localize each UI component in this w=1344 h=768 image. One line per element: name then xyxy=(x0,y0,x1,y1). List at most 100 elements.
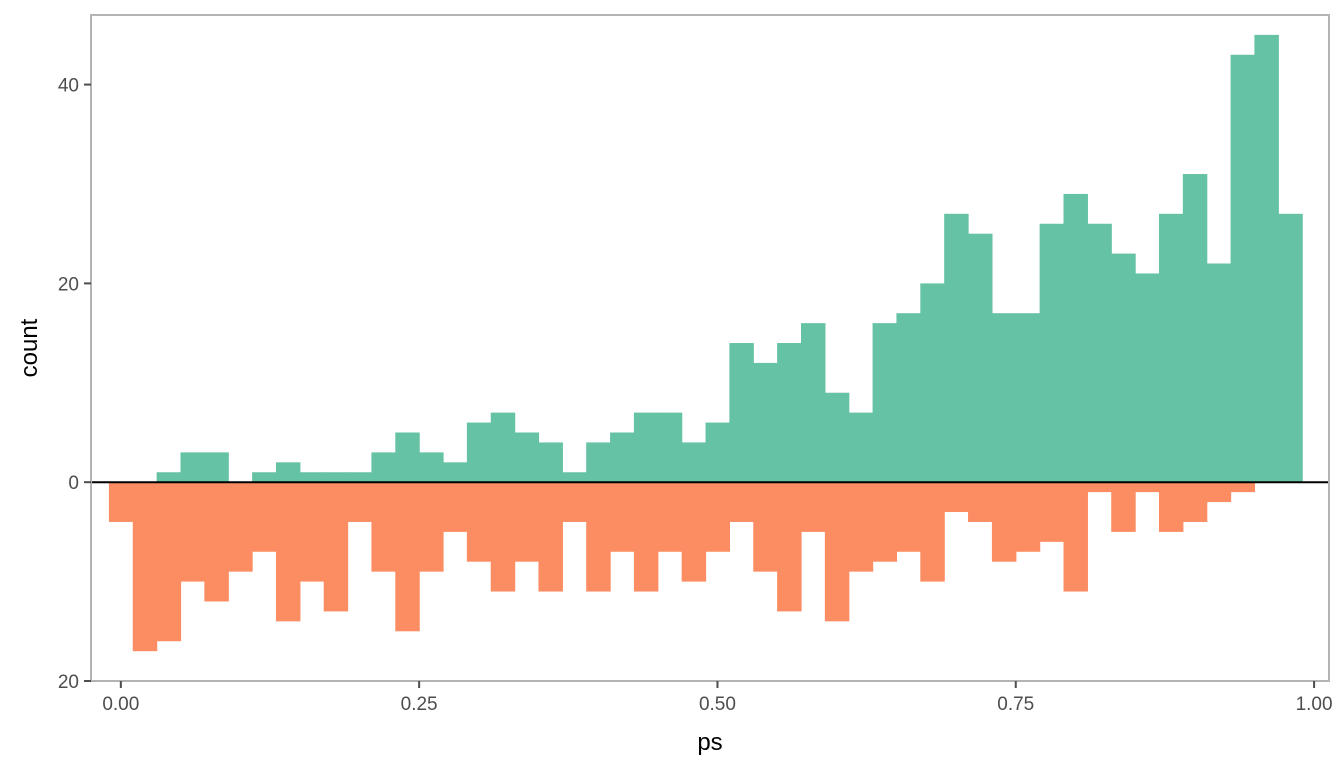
bar-positive-48 xyxy=(1254,34,1279,483)
bar-negative-34 xyxy=(920,482,945,582)
bar-negative-30 xyxy=(824,482,850,622)
bar-negative-46 xyxy=(1206,482,1232,503)
bar-negative-20 xyxy=(586,482,611,592)
x-tick-label-1: 0.25 xyxy=(401,694,438,715)
bar-positive-35 xyxy=(944,213,969,483)
bar-positive-28 xyxy=(777,343,802,483)
bar-positive-19 xyxy=(562,472,587,483)
bar-positive-38 xyxy=(1015,313,1041,483)
bar-negative-0 xyxy=(108,482,134,522)
bar-negative-11 xyxy=(371,482,396,572)
bar-positive-43 xyxy=(1135,273,1160,483)
bar-positive-34 xyxy=(920,283,945,483)
bar-negative-14 xyxy=(443,482,468,532)
bar-positive-31 xyxy=(848,412,874,483)
x-tick-label-4: 1.00 xyxy=(1296,694,1333,715)
bar-negative-39 xyxy=(1039,482,1065,542)
bar-positive-46 xyxy=(1206,263,1232,483)
bar-positive-14 xyxy=(443,462,468,483)
bar-negative-1 xyxy=(132,482,158,652)
bar-positive-23 xyxy=(657,412,683,483)
bar-positive-7 xyxy=(275,462,301,483)
x-axis-title: ps xyxy=(697,729,722,756)
bar-negative-3 xyxy=(180,482,205,582)
bar-positive-33 xyxy=(896,313,921,483)
bar-negative-10 xyxy=(347,482,373,522)
bar-positive-25 xyxy=(705,422,730,483)
bar-negative-15 xyxy=(466,482,492,562)
bar-negative-26 xyxy=(729,482,754,522)
bar-positive-4 xyxy=(204,452,229,483)
bar-negative-45 xyxy=(1182,482,1208,522)
x-tick-label-3: 0.75 xyxy=(997,694,1034,715)
bar-positive-16 xyxy=(490,412,516,483)
bar-positive-40 xyxy=(1063,193,1088,483)
bar-positive-39 xyxy=(1039,223,1065,483)
negative-bars xyxy=(108,482,1256,652)
bar-positive-15 xyxy=(466,422,492,483)
x-axis-ticks: 0.00 0.25 0.50 0.75 1.00 xyxy=(102,681,1333,715)
bar-positive-13 xyxy=(419,452,444,483)
bar-positive-21 xyxy=(610,432,635,483)
x-tick-label-2: 0.50 xyxy=(699,694,736,715)
bar-positive-22 xyxy=(633,412,659,483)
bar-positive-11 xyxy=(371,452,396,483)
bar-negative-23 xyxy=(657,482,683,552)
bar-positive-45 xyxy=(1182,174,1208,483)
bar-negative-16 xyxy=(490,482,516,592)
y-tick-label-3: 20 xyxy=(58,672,79,693)
bar-positive-18 xyxy=(538,442,563,483)
bar-negative-28 xyxy=(777,482,802,612)
bar-positive-9 xyxy=(323,472,349,483)
bar-negative-21 xyxy=(610,482,635,552)
bar-negative-37 xyxy=(991,482,1017,562)
bar-positive-27 xyxy=(753,362,778,483)
bar-positive-36 xyxy=(968,233,993,483)
bar-negative-31 xyxy=(848,482,874,572)
bar-positive-37 xyxy=(991,313,1017,483)
y-axis-title: count xyxy=(16,318,43,377)
bar-positive-12 xyxy=(395,432,420,483)
y-tick-label-2: 0 xyxy=(68,473,79,494)
bar-negative-47 xyxy=(1230,482,1256,493)
bar-negative-2 xyxy=(156,482,182,642)
bar-negative-9 xyxy=(323,482,349,612)
bar-negative-33 xyxy=(896,482,921,552)
bar-negative-36 xyxy=(968,482,993,522)
bar-negative-22 xyxy=(633,482,659,592)
bar-negative-44 xyxy=(1158,482,1184,532)
bar-positive-32 xyxy=(872,323,898,483)
bar-positive-29 xyxy=(800,323,826,483)
bar-positive-24 xyxy=(681,442,707,483)
bar-positive-47 xyxy=(1230,54,1256,483)
bar-negative-6 xyxy=(252,482,277,552)
bar-negative-41 xyxy=(1087,482,1112,493)
bar-positive-20 xyxy=(586,442,611,483)
panel-border xyxy=(90,14,1330,682)
bar-negative-38 xyxy=(1015,482,1041,552)
y-tick-label-1: 20 xyxy=(58,274,79,295)
bar-negative-19 xyxy=(562,482,587,522)
bar-negative-43 xyxy=(1135,482,1160,493)
bar-positive-26 xyxy=(729,343,754,483)
bar-negative-8 xyxy=(299,482,325,582)
bar-negative-35 xyxy=(944,482,969,513)
bar-negative-24 xyxy=(681,482,707,582)
bar-negative-32 xyxy=(872,482,898,562)
bar-positive-8 xyxy=(299,472,325,483)
positive-bars xyxy=(156,34,1303,483)
bar-negative-40 xyxy=(1063,482,1088,592)
bar-positive-3 xyxy=(180,452,205,483)
bar-negative-7 xyxy=(275,482,301,622)
bar-negative-4 xyxy=(204,482,229,602)
bar-negative-5 xyxy=(228,482,253,572)
bar-positive-2 xyxy=(156,472,182,483)
bar-negative-29 xyxy=(800,482,826,532)
x-tick-label-0: 0.00 xyxy=(102,694,139,715)
bar-positive-42 xyxy=(1111,253,1136,483)
bar-positive-30 xyxy=(824,392,850,483)
bar-negative-25 xyxy=(705,482,730,552)
bar-negative-12 xyxy=(395,482,420,632)
bar-negative-13 xyxy=(419,482,444,572)
